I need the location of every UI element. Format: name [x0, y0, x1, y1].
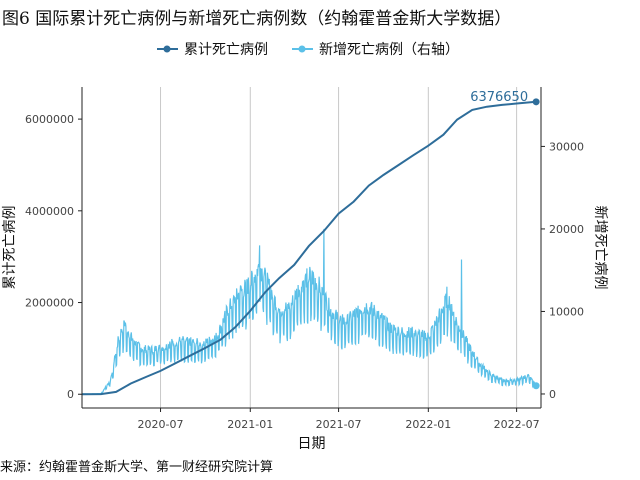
y-left-tick-label: 0 [67, 388, 74, 401]
y-axis-title-right: 新增死亡病例 [592, 206, 608, 290]
x-tick-label: 2021-07 [316, 418, 362, 431]
legend-marker-cumulative [163, 45, 171, 53]
x-tick-label: 2022-01 [405, 418, 451, 431]
chart-title: 图6 国际累计死亡病例与新增死亡病例数（约翰霍普金斯大学数据） [2, 9, 512, 29]
legend-label-daily: 新增死亡病例（右轴） [319, 42, 459, 58]
x-tick-label: 2020-07 [138, 418, 184, 431]
y-left-tick-label: 2000000 [25, 297, 74, 310]
y-left-tick-label: 4000000 [25, 205, 74, 218]
grid [160, 87, 518, 408]
series-cumulative [81, 98, 540, 396]
series-cumulative-line [81, 100, 537, 396]
y-right-tick-label: 30000 [549, 140, 584, 153]
x-axis-title: 日期 [298, 436, 326, 452]
y-axis-title-left: 累计死亡病例 [2, 206, 18, 290]
series-daily-end-marker [532, 382, 540, 390]
y-right-tick-label: 10000 [549, 305, 584, 318]
legend-item-daily: 新增死亡病例（右轴） [292, 42, 459, 58]
axes [78, 87, 545, 412]
chart-source: 来源：约翰霍普金斯大学、第一财经研究院计算 [0, 460, 274, 475]
legend-marker-daily [298, 45, 306, 53]
y-left-tick-label: 6000000 [25, 113, 74, 126]
series-cumulative-end-marker [532, 98, 540, 106]
labels: 2020-07 2021-01 2021-07 2022-01 2022-07 0 2000… [2, 90, 608, 452]
y-right-tick-label: 20000 [549, 223, 584, 236]
legend: 累计死亡病例 新增死亡病例（右轴） [157, 42, 459, 58]
legend-label-cumulative: 累计死亡病例 [184, 42, 268, 58]
x-tick-label: 2021-01 [227, 418, 273, 431]
series-daily-line [82, 228, 537, 395]
end-value-label: 6376650 [470, 90, 528, 105]
series-daily [82, 228, 540, 395]
y-right-tick-label: 0 [549, 388, 556, 401]
legend-item-cumulative: 累计死亡病例 [157, 42, 268, 58]
x-tick-label: 2022-07 [494, 418, 540, 431]
